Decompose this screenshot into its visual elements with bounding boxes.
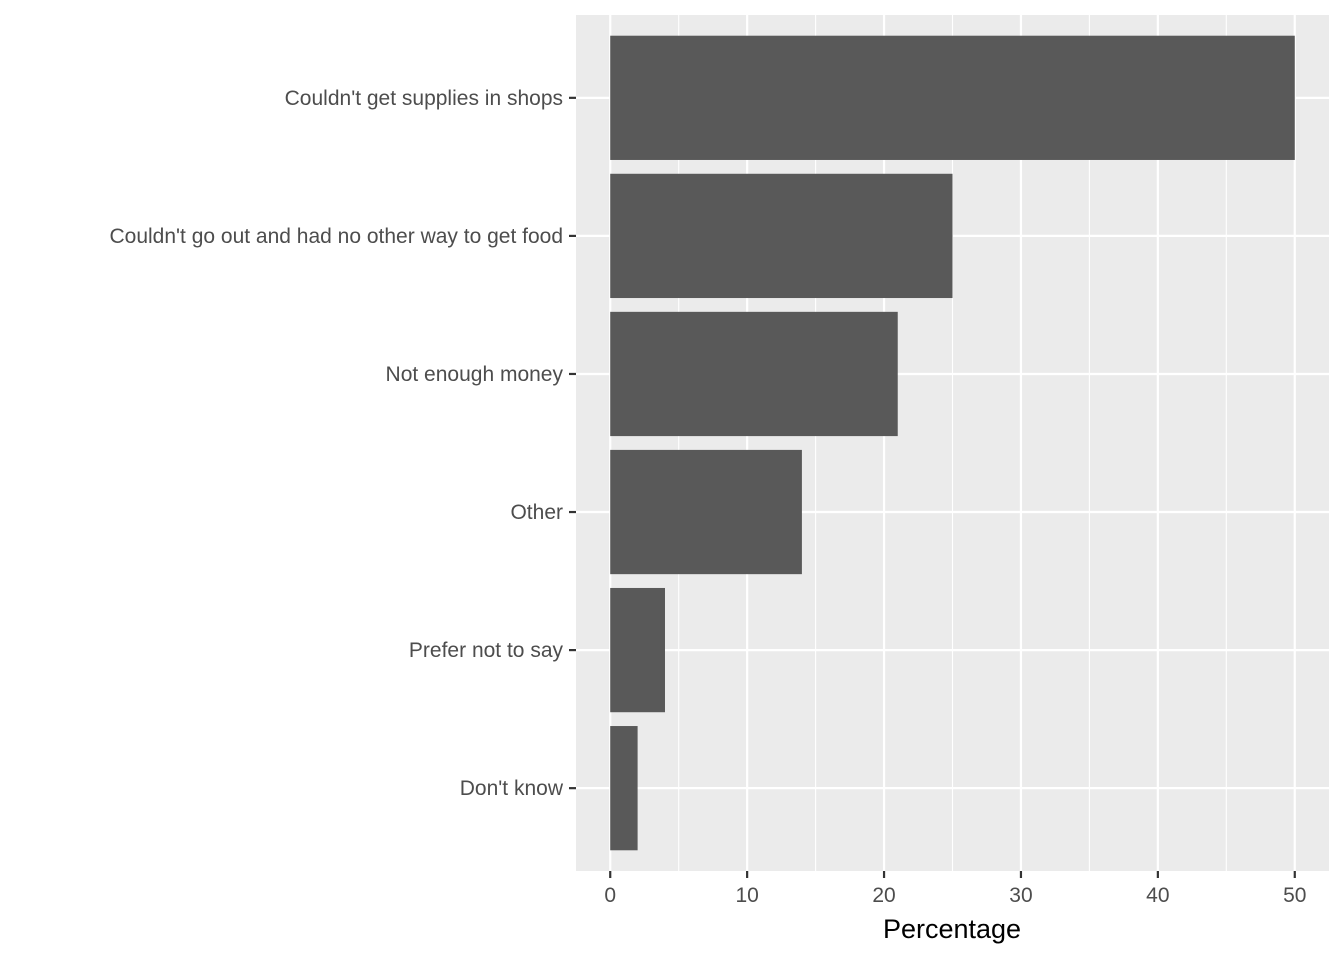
y-tick-label: Not enough money — [386, 363, 564, 386]
bar — [610, 726, 638, 851]
bars — [610, 35, 1295, 851]
x-tick-label: 10 — [735, 884, 758, 907]
y-tick-label: Don't know — [460, 777, 564, 800]
bar — [610, 311, 898, 437]
y-tick-label: Other — [510, 501, 563, 524]
x-tick-label: 50 — [1283, 884, 1306, 907]
bar — [610, 449, 802, 575]
bar — [610, 173, 953, 299]
y-tick-label: Prefer not to say — [409, 639, 564, 662]
y-tick-label: Couldn't get supplies in shops — [285, 87, 563, 110]
y-axis: Couldn't get supplies in shops Couldn't g… — [109, 87, 576, 800]
x-axis-title: Percentage — [883, 914, 1021, 944]
bar — [610, 35, 1295, 160]
x-axis: 0 10 20 30 40 50 — [604, 871, 1306, 907]
bar — [610, 587, 665, 713]
y-tick-label: Couldn't go out and had no other way to … — [109, 225, 563, 248]
x-tick-label: 20 — [872, 884, 895, 907]
x-tick-label: 40 — [1146, 884, 1169, 907]
x-tick-label: 0 — [604, 884, 616, 907]
x-tick-label: 30 — [1009, 884, 1032, 907]
